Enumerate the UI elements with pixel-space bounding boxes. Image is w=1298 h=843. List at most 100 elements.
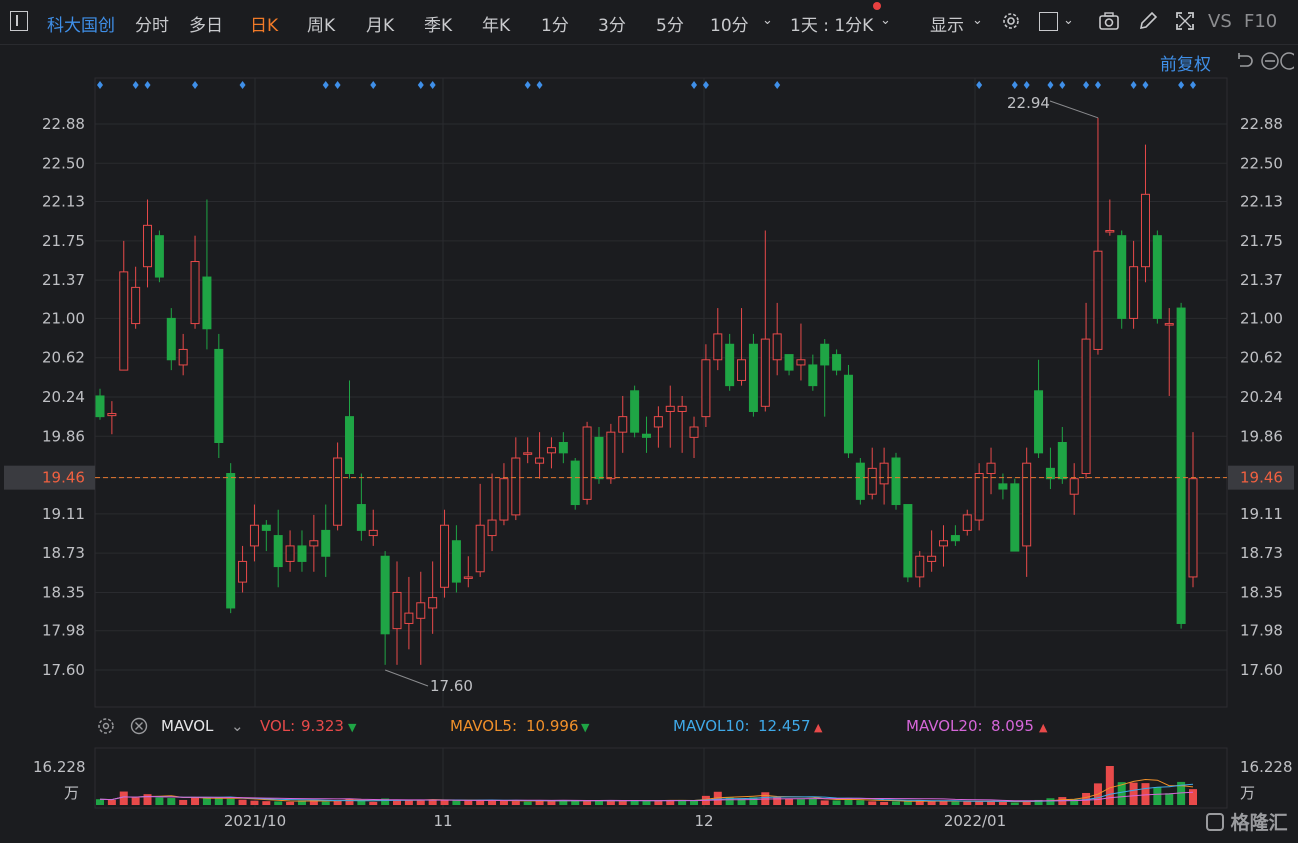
volume-bar[interactable] <box>119 791 128 805</box>
volume-bar[interactable] <box>975 801 984 805</box>
candle-body[interactable] <box>855 462 865 500</box>
candle-body[interactable] <box>368 529 378 537</box>
event-marker-icon[interactable] <box>322 81 329 89</box>
tab-weekly-k[interactable]: 周K <box>307 16 336 36</box>
candle-body[interactable] <box>238 560 248 583</box>
candle-body[interactable] <box>630 390 640 433</box>
candle-body[interactable] <box>594 436 604 480</box>
event-marker-icon[interactable] <box>429 81 436 89</box>
candle-body[interactable] <box>796 359 806 366</box>
volume-bar[interactable] <box>321 801 330 805</box>
zoom-in-icon[interactable] <box>1280 52 1294 70</box>
volume-bar[interactable] <box>678 799 687 805</box>
candle-body[interactable] <box>95 395 105 418</box>
volume-bar[interactable] <box>630 800 639 805</box>
event-marker-icon[interactable] <box>417 81 424 89</box>
chevron-down-icon[interactable]: ⌄ <box>972 13 983 28</box>
candle-body[interactable] <box>202 276 212 330</box>
event-marker-icon[interactable] <box>1059 81 1066 89</box>
volume-bar[interactable] <box>238 799 247 805</box>
volume-bar[interactable] <box>963 801 972 805</box>
volume-bar[interactable] <box>226 798 235 805</box>
indicator-name[interactable]: MAVOL <box>161 717 214 735</box>
indicator-settings-gear-icon[interactable] <box>96 716 116 740</box>
volume-bar[interactable] <box>1034 799 1043 805</box>
volume-bar[interactable] <box>844 798 853 805</box>
volume-bar[interactable] <box>583 800 592 805</box>
volume-bar[interactable] <box>832 800 841 805</box>
candle-body[interactable] <box>927 555 937 562</box>
volume-bar[interactable] <box>1105 766 1114 805</box>
candle-body[interactable] <box>1117 235 1127 319</box>
volume-bar[interactable] <box>666 800 675 805</box>
volume-bar[interactable] <box>440 799 449 805</box>
candle-body[interactable] <box>119 271 129 371</box>
candle-body[interactable] <box>392 591 402 630</box>
volume-bar[interactable] <box>96 799 104 805</box>
candle-body[interactable] <box>487 519 497 537</box>
camera-icon[interactable] <box>1098 10 1120 32</box>
volume-bar[interactable] <box>1189 789 1197 805</box>
candle-body[interactable] <box>1081 338 1091 475</box>
volume-bar[interactable] <box>202 797 211 805</box>
event-marker-icon[interactable] <box>1178 81 1185 89</box>
candle-body[interactable] <box>273 535 283 568</box>
candle-body[interactable] <box>190 261 200 325</box>
candle-body[interactable] <box>879 462 889 485</box>
volume-bar[interactable] <box>618 800 627 805</box>
volume-bar[interactable] <box>452 800 461 805</box>
candle-body[interactable] <box>1164 323 1174 326</box>
candle-body[interactable] <box>903 504 913 578</box>
volume-bar[interactable] <box>1117 782 1126 805</box>
candle-body[interactable] <box>939 540 949 547</box>
volume-bar[interactable] <box>191 797 200 805</box>
volume-bar[interactable] <box>1177 781 1186 805</box>
event-marker-icon[interactable] <box>1023 81 1030 89</box>
candle-body[interactable] <box>107 413 117 417</box>
event-marker-icon[interactable] <box>691 81 698 89</box>
event-marker-icon[interactable] <box>1190 81 1196 89</box>
candle-body[interactable] <box>1105 230 1115 233</box>
volume-bar[interactable] <box>499 800 508 805</box>
volume-bar[interactable] <box>167 798 176 805</box>
volume-bar[interactable] <box>523 801 532 805</box>
candle-body[interactable] <box>261 524 271 531</box>
candle-body[interactable] <box>214 348 224 444</box>
fullscreen-icon[interactable] <box>1174 10 1196 32</box>
candle-body[interactable] <box>511 457 521 516</box>
candle-body[interactable] <box>356 504 366 531</box>
candle-body[interactable] <box>642 433 651 438</box>
event-marker-icon[interactable] <box>1047 81 1054 89</box>
volume-bar[interactable] <box>1129 782 1138 805</box>
stock-name[interactable]: 科大国创 <box>47 16 115 36</box>
volume-bar[interactable] <box>250 800 259 805</box>
candle-body[interactable] <box>725 343 735 387</box>
gear-icon[interactable] <box>1000 10 1022 32</box>
candle-body[interactable] <box>737 359 747 381</box>
event-marker-icon[interactable] <box>97 81 103 89</box>
candle-body[interactable] <box>950 535 960 542</box>
volume-bar[interactable] <box>868 801 877 805</box>
candle-body[interactable] <box>713 333 723 361</box>
candle-body[interactable] <box>285 545 295 562</box>
candle-body[interactable] <box>226 473 236 609</box>
volume-bar[interactable] <box>796 799 805 805</box>
pencil-icon[interactable] <box>1137 10 1159 32</box>
event-marker-icon[interactable] <box>536 81 543 89</box>
tab-quarterly-k[interactable]: 季K <box>424 16 453 36</box>
candle-body[interactable] <box>748 343 758 412</box>
volume-bar[interactable] <box>808 798 817 805</box>
candle-body[interactable] <box>1022 462 1032 547</box>
candle-body[interactable] <box>618 416 628 433</box>
tab-1min[interactable]: 1分 <box>541 16 569 36</box>
volume-bar[interactable] <box>107 799 116 805</box>
candle-body[interactable] <box>1069 478 1079 495</box>
candle-body[interactable] <box>143 224 153 268</box>
candle-body[interactable] <box>891 457 901 506</box>
candle-body[interactable] <box>665 405 675 412</box>
event-marker-icon[interactable] <box>1083 81 1090 89</box>
volume-bar[interactable] <box>511 801 520 805</box>
candle-body[interactable] <box>131 286 141 325</box>
volume-bar[interactable] <box>1165 793 1174 805</box>
chevron-down-icon[interactable]: ⌄ <box>880 13 891 28</box>
